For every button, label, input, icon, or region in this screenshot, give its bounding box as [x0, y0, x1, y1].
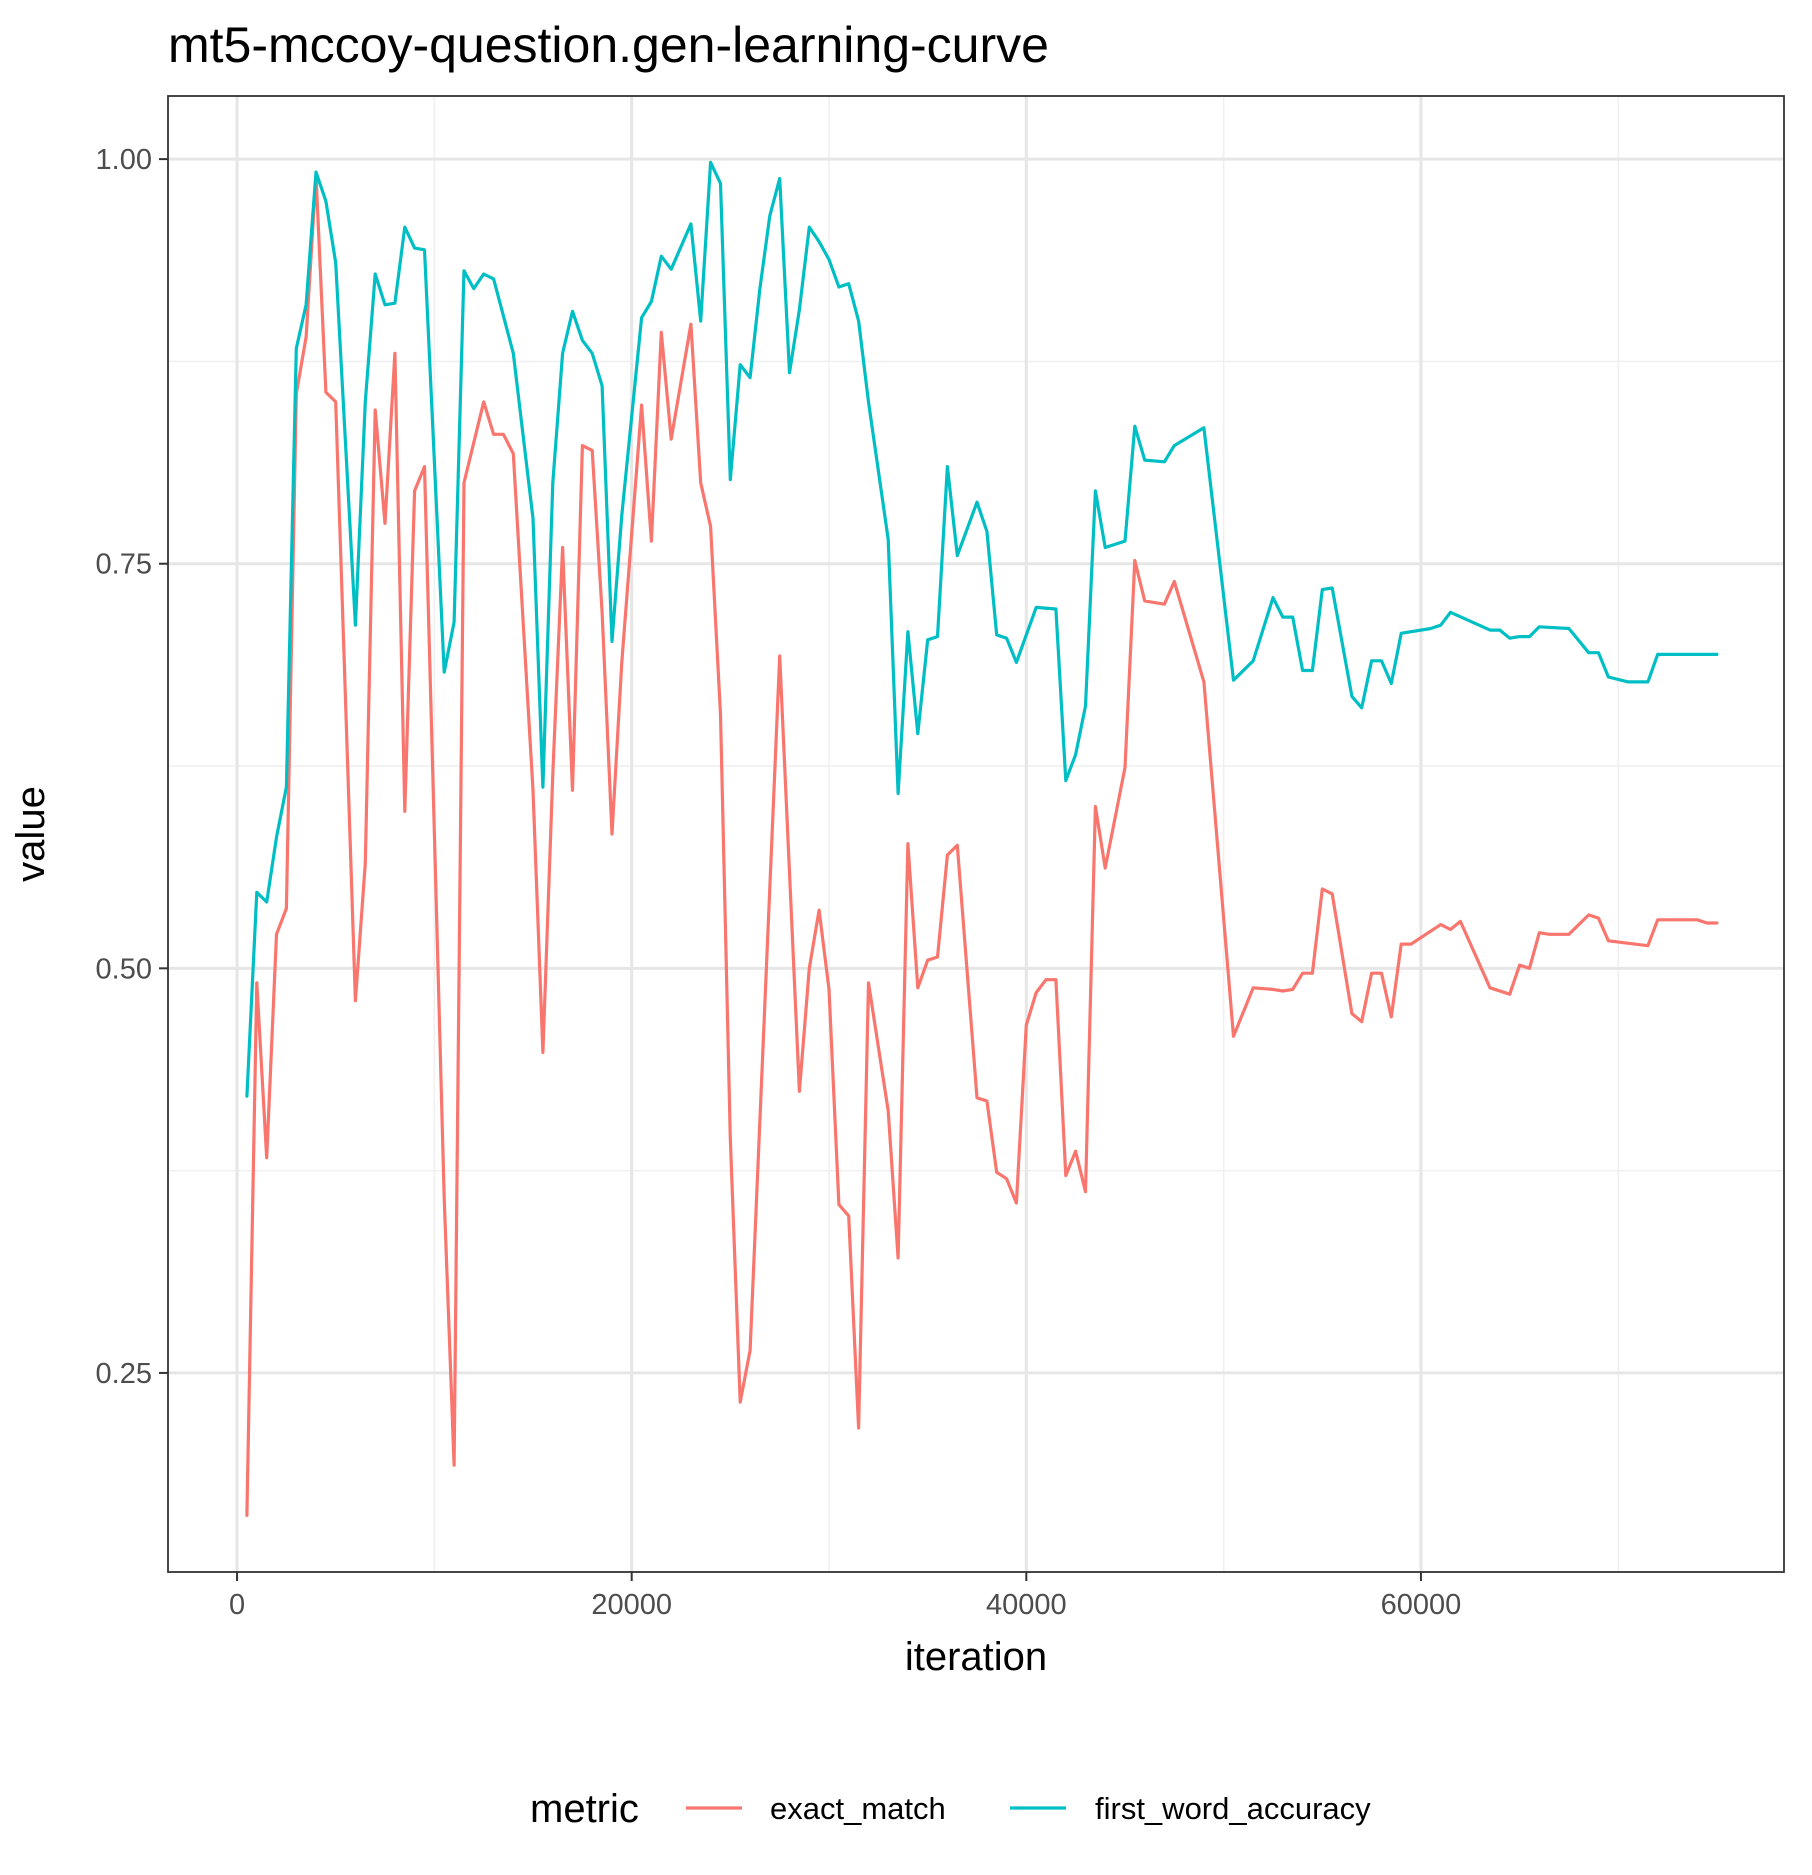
x-axis: 0 20000 40000 60000: [229, 1572, 1461, 1621]
y-tick-label: 0.50: [96, 953, 152, 985]
series-line-exact_match: [245, 173, 1719, 1518]
x-axis-title: iteration: [905, 1635, 1047, 1679]
series-group: [245, 160, 1719, 1518]
y-axis: 0.25 0.50 0.75 1.00: [96, 144, 168, 1390]
y-axis-title: value: [9, 786, 53, 882]
legend: metric exact_match first_word_accuracy: [530, 1787, 1371, 1831]
legend-title: metric: [530, 1787, 639, 1831]
x-tick-label: 60000: [1381, 1589, 1462, 1621]
legend-label-exact_match: exact_match: [770, 1791, 946, 1826]
y-tick-label: 1.00: [96, 144, 152, 176]
series-line-first_word_accuracy: [245, 160, 1719, 1098]
grid: [168, 96, 1784, 1572]
y-tick-label: 0.25: [96, 1358, 152, 1390]
x-tick-label: 40000: [986, 1589, 1067, 1621]
x-tick-label: 0: [229, 1589, 245, 1621]
y-tick-label: 0.75: [96, 549, 152, 581]
chart-title: mt5-mccoy-question.gen-learning-curve: [168, 17, 1049, 73]
x-tick-label: 20000: [591, 1589, 672, 1621]
legend-label-first_word_accuracy: first_word_accuracy: [1095, 1791, 1371, 1826]
panel-border: [167, 95, 1785, 1573]
